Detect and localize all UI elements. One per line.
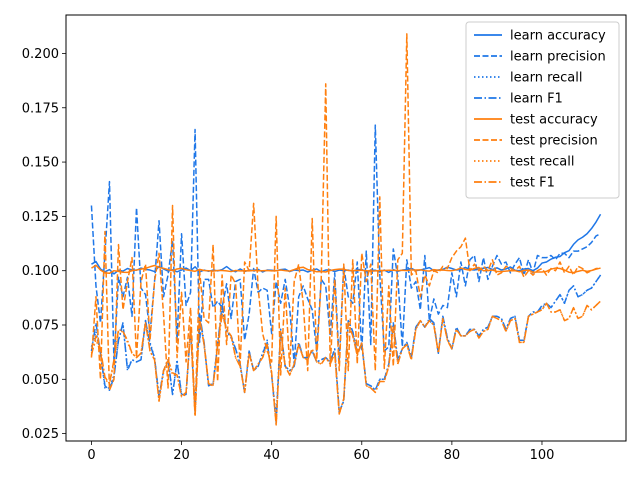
legend-box — [465, 21, 620, 199]
series-line-test-f1 — [90, 300, 602, 426]
y-tick-label: 0.050 — [22, 373, 59, 388]
legend-label-test-accuracy: test accuracy — [510, 113, 598, 128]
y-tick-label: 0.100 — [22, 264, 59, 279]
x-tick-label: 100 — [530, 448, 555, 463]
y-tick-label: 0.025 — [22, 427, 59, 442]
legend-label-learn-precision: learn precision — [510, 50, 606, 65]
legend-label-learn-recall: learn recall — [510, 71, 582, 86]
legend-label-test-precision: test precision — [510, 134, 598, 149]
x-tick-label: 80 — [444, 448, 461, 463]
y-axis-ticks: 0.025 0.050 0.075 0.100 0.125 0.150 0.175 0.200 — [22, 47, 66, 442]
series-line-test-precision — [90, 33, 601, 415]
series-lines — [90, 33, 602, 426]
series-line-learn-f1 — [90, 274, 602, 424]
y-tick-label: 0.075 — [22, 318, 59, 333]
x-axis-ticks: 0 20 40 60 80 100 — [87, 441, 554, 463]
y-tick-label: 0.125 — [22, 210, 59, 225]
legend-label-learn-f1: learn F1 — [510, 92, 563, 107]
legend-label-test-recall: test recall — [510, 155, 575, 170]
x-tick-label: 20 — [173, 448, 190, 463]
legend: learn accuracy learn precision learn recal… — [465, 21, 620, 199]
x-tick-label: 60 — [353, 448, 370, 463]
x-tick-label: 0 — [87, 448, 95, 463]
y-tick-label: 0.200 — [22, 47, 59, 62]
y-tick-label: 0.150 — [22, 156, 59, 171]
legend-label-test-f1: test F1 — [510, 176, 555, 191]
x-tick-label: 40 — [263, 448, 280, 463]
plot-frame — [65, 14, 627, 442]
legend-label-learn-accuracy: learn accuracy — [510, 29, 606, 44]
y-tick-label: 0.175 — [22, 101, 59, 116]
